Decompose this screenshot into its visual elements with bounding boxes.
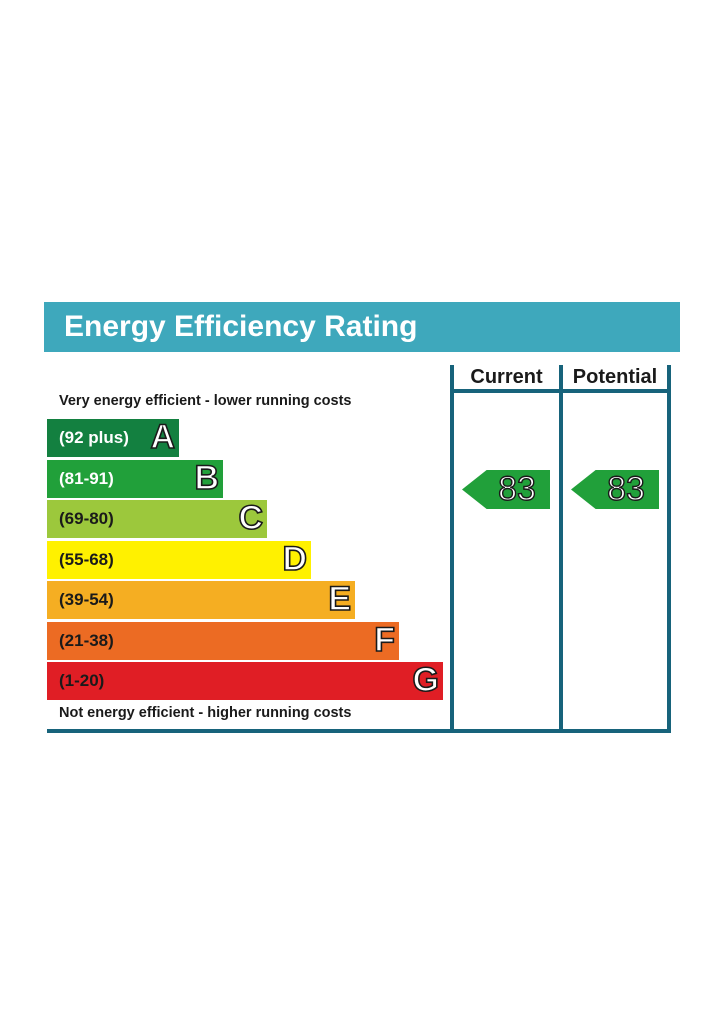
- band-letter: D: [282, 539, 308, 579]
- top-caption: Very energy efficient - lower running co…: [59, 393, 352, 409]
- potential-rating-value: 83: [606, 470, 645, 509]
- band-letter: A: [150, 417, 176, 457]
- column-header-current: Current: [470, 366, 543, 388]
- band-letter: G: [412, 660, 440, 700]
- title-bar: Energy Efficiency Rating: [44, 302, 680, 352]
- band-d: (55-68) D: [47, 539, 311, 579]
- current-rating-value: 83: [497, 470, 536, 509]
- band-range-label: (55-68): [59, 549, 114, 569]
- band-letter: C: [238, 498, 264, 538]
- frame-line-mid-col: [559, 365, 563, 733]
- frame-line-right-col: [667, 365, 671, 733]
- column-header-potential: Potential: [572, 366, 658, 388]
- band-letter: B: [194, 458, 220, 498]
- frame-line-header: [450, 389, 671, 393]
- potential-rating-arrow: 83: [571, 470, 659, 509]
- band-b: (81-91) B: [47, 458, 223, 498]
- band-f: (21-38) F: [47, 620, 399, 660]
- band-range-label: (21-38): [59, 630, 114, 650]
- band-g: (1-20) G: [47, 660, 443, 700]
- band-a: (92 plus) A: [47, 417, 179, 457]
- band-letter: E: [328, 579, 352, 619]
- band-e: (39-54) E: [47, 579, 355, 619]
- band-range-label: (1-20): [59, 671, 105, 690]
- band-range-label: (92 plus): [59, 428, 129, 447]
- band-range-label: (81-91): [59, 468, 114, 488]
- current-rating-arrow: 83: [462, 470, 550, 509]
- band-c: (69-80) C: [47, 498, 267, 538]
- band-letter: F: [373, 620, 395, 660]
- chart-title: Energy Efficiency Rating: [64, 310, 418, 343]
- frame-line-bottom: [47, 729, 671, 733]
- band-range-label: (69-80): [59, 509, 114, 528]
- band-range-label: (39-54): [59, 590, 114, 609]
- bottom-caption: Not energy efficient - higher running co…: [59, 705, 352, 721]
- frame-line-left-col: [450, 365, 454, 733]
